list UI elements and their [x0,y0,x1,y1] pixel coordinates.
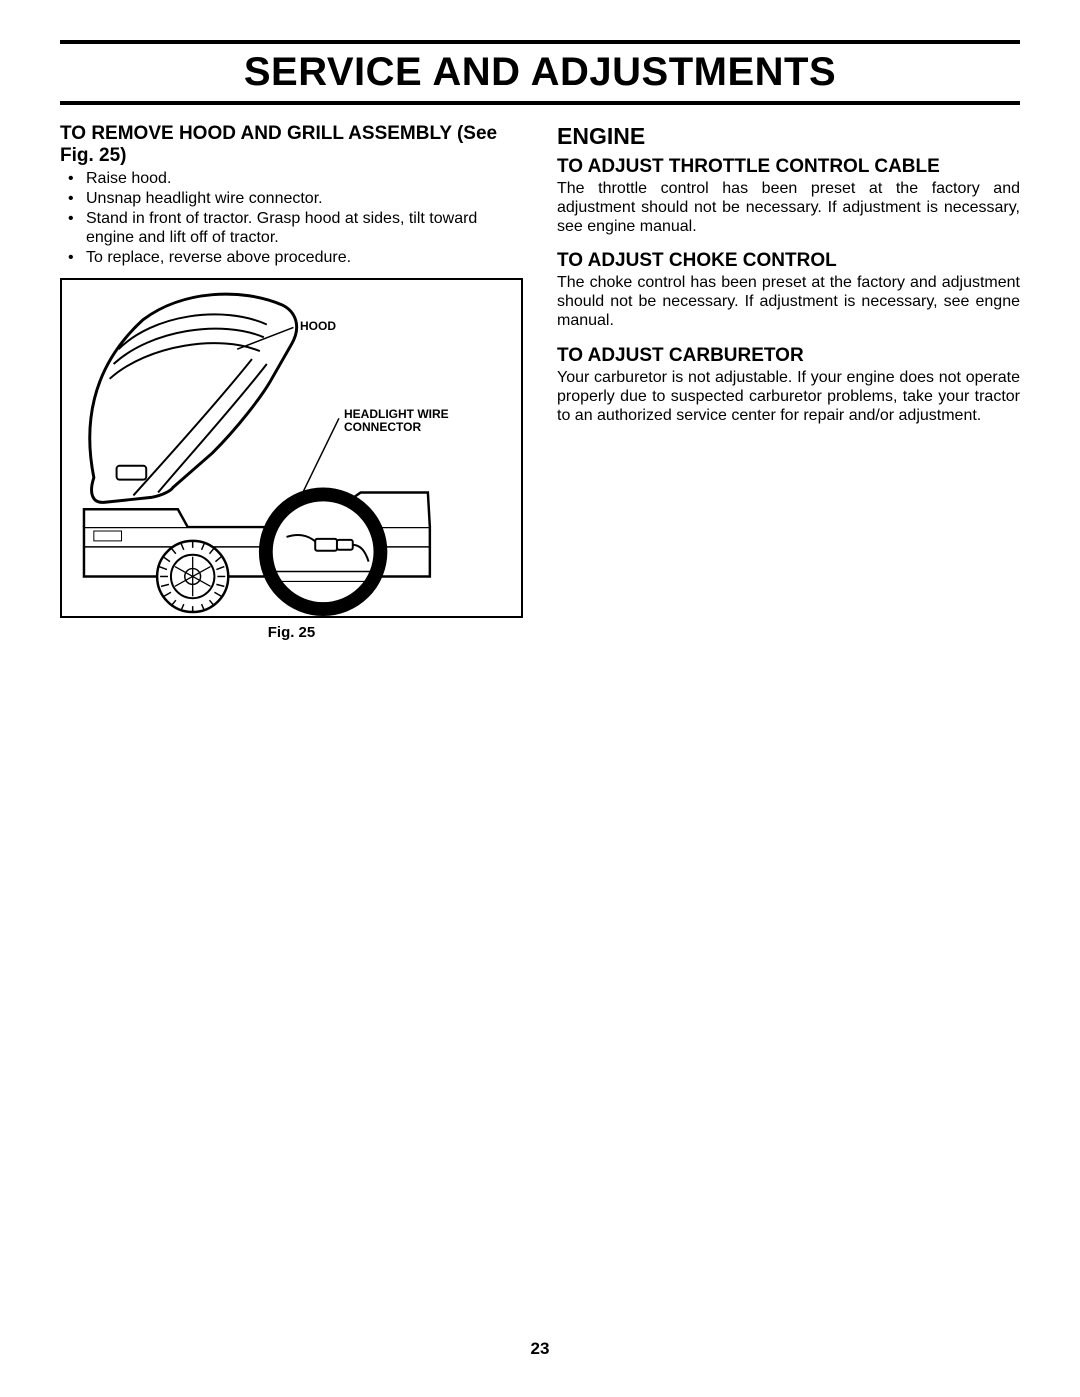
carburetor-heading: TO ADJUST CARBURETOR [557,345,1020,367]
engine-section-title: ENGINE [557,123,1020,150]
list-item: Raise hood. [86,169,523,188]
instruction-list: Raise hood. Unsnap headlight wire connec… [60,169,523,268]
figure-caption: Fig. 25 [60,624,523,641]
throttle-body: The throttle control has been preset at … [557,180,1020,237]
page-title: SERVICE AND ADJUSTMENTS [60,48,1020,101]
left-heading: TO REMOVE HOOD AND GRILL ASSEMBLY (See F… [60,123,523,167]
rule-bottom [60,101,1020,105]
connector-label: HEADLIGHT WIRE CONNECTOR [344,408,454,434]
figure-25: HOOD HEADLIGHT WIRE CONNECTOR [60,278,523,618]
list-item: Stand in front of tractor. Grasp hood at… [86,209,523,247]
two-column-layout: TO REMOVE HOOD AND GRILL ASSEMBLY (See F… [60,123,1020,641]
choke-heading: TO ADJUST CHOKE CONTROL [557,250,1020,272]
choke-body: The choke control has been preset at the… [557,274,1020,331]
hood-label: HOOD [300,320,336,333]
wheel-icon [157,541,228,613]
page: SERVICE AND ADJUSTMENTS TO REMOVE HOOD A… [0,0,1080,641]
page-number: 23 [0,1339,1080,1359]
list-item: Unsnap headlight wire connector. [86,189,523,208]
list-item: To replace, reverse above procedure. [86,248,523,267]
right-column: ENGINE TO ADJUST THROTTLE CONTROL CABLE … [557,123,1020,641]
left-column: TO REMOVE HOOD AND GRILL ASSEMBLY (See F… [60,123,523,641]
throttle-heading: TO ADJUST THROTTLE CONTROL CABLE [557,156,1020,178]
tractor-hood-diagram [62,280,521,616]
rule-top [60,40,1020,44]
carburetor-body: Your carburetor is not adjustable. If yo… [557,369,1020,426]
detail-callout [266,494,381,609]
